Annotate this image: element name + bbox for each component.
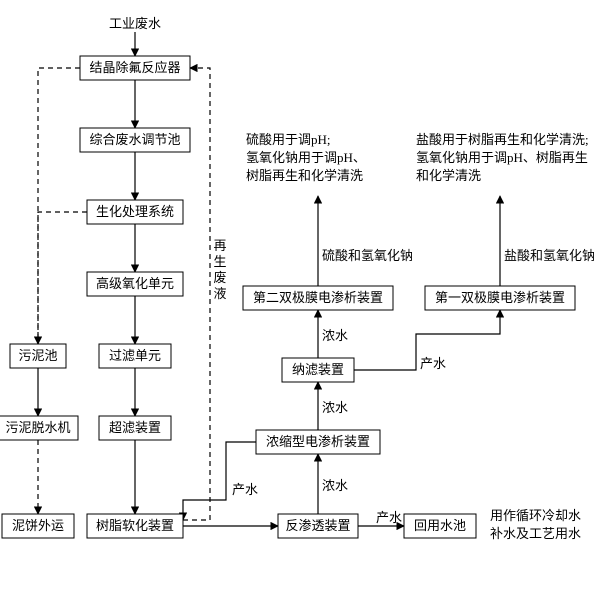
node-n4: 高级氧化单元 — [87, 272, 183, 296]
node-label-pool: 回用水池 — [414, 518, 466, 533]
node-n2: 综合废水调节池 — [80, 128, 190, 152]
label-conc1: 浓水 — [322, 478, 348, 493]
node-ro: 反渗透装置 — [278, 514, 358, 538]
node-label-bme2: 第二双极膜电渗析装置 — [253, 290, 383, 305]
node-label-nf: 纳滤装置 — [292, 362, 344, 377]
node-label-n7: 树脂软化装置 — [96, 518, 174, 533]
node-label-bme1: 第一双极膜电渗析装置 — [435, 290, 565, 305]
node-label-start: 工业废水 — [109, 16, 161, 31]
label-prod2: 产水 — [376, 510, 402, 525]
node-label-n6: 超滤装置 — [109, 420, 161, 435]
node-ed: 浓缩型电渗析装置 — [256, 430, 380, 454]
node-label-n1: 结晶除氟反应器 — [89, 60, 180, 75]
node-s2: 污泥脱水机 — [0, 416, 78, 440]
label-regen-3: 液 — [213, 286, 226, 301]
node-label-s3: 泥饼外运 — [12, 518, 64, 533]
label-pooluseb: 补水及工艺用水 — [490, 526, 581, 541]
node-n3: 生化处理系统 — [87, 200, 183, 224]
label-use1b: 氢氧化钠用于调pH、树脂再生 — [416, 150, 588, 165]
label-conc3: 浓水 — [322, 328, 348, 343]
label-agent2: 硫酸和氢氧化钠 — [322, 248, 413, 263]
label-regen-2: 废 — [213, 270, 226, 285]
flowchart-canvas: 工业废水结晶除氟反应器综合废水调节池生化处理系统高级氧化单元过滤单元超滤装置树脂… — [0, 0, 600, 595]
label-use2c: 树脂再生和化学清洗 — [246, 168, 363, 183]
label-poolusea: 用作循环冷却水 — [490, 508, 581, 523]
node-label-n4: 高级氧化单元 — [96, 276, 174, 291]
node-label-n3: 生化处理系统 — [96, 204, 174, 219]
node-label-n2: 综合废水调节池 — [89, 132, 180, 147]
label-prod3: 产水 — [420, 356, 446, 371]
label-prod1: 产水 — [232, 482, 258, 497]
node-n5: 过滤单元 — [99, 344, 171, 368]
label-use2b: 氢氧化钠用于调pH、 — [246, 150, 366, 165]
node-n7: 树脂软化装置 — [87, 514, 183, 538]
label-use1c: 和化学清洗 — [416, 168, 481, 183]
edge-e-n1-s1 — [38, 68, 80, 344]
node-start: 工业废水 — [109, 16, 161, 31]
node-s1: 污泥池 — [10, 344, 66, 368]
node-label-s1: 污泥池 — [18, 348, 57, 363]
label-use1a: 盐酸用于树脂再生和化学清洗; — [416, 132, 589, 147]
node-s3: 泥饼外运 — [2, 514, 74, 538]
node-bme1: 第一双极膜电渗析装置 — [425, 286, 575, 310]
node-label-ro: 反渗透装置 — [285, 518, 350, 533]
node-label-s2: 污泥脱水机 — [5, 420, 70, 435]
node-label-ed: 浓缩型电渗析装置 — [266, 434, 370, 449]
label-regen-1: 生 — [213, 254, 226, 269]
label-conc2: 浓水 — [322, 400, 348, 415]
edge-e-n3-s1 — [38, 212, 87, 344]
edge-e-ed-n7 — [183, 442, 256, 520]
node-label-n5: 过滤单元 — [109, 348, 161, 363]
node-bme2: 第二双极膜电渗析装置 — [243, 286, 393, 310]
label-regen-0: 再 — [213, 238, 226, 253]
node-n6: 超滤装置 — [99, 416, 171, 440]
node-n1: 结晶除氟反应器 — [80, 56, 190, 80]
node-nf: 纳滤装置 — [282, 358, 354, 382]
node-pool: 回用水池 — [404, 514, 476, 538]
label-use2a: 硫酸用于调pH; — [246, 132, 331, 147]
label-agent1: 盐酸和氢氧化钠 — [504, 248, 595, 263]
